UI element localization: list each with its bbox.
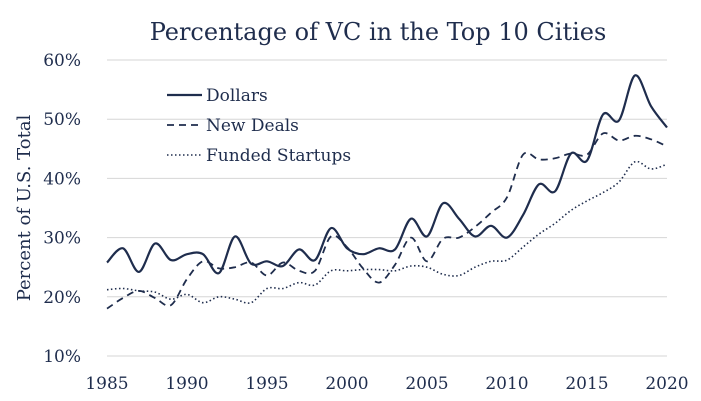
x-tick-label: 2000 — [325, 374, 368, 394]
x-tick-label: 2020 — [645, 374, 688, 394]
legend-label-funded-startups: Funded Startups — [206, 146, 351, 166]
x-tick-label: 2010 — [485, 374, 528, 394]
legend-label-new-deals: New Deals — [206, 116, 299, 136]
x-tick-label: 2015 — [565, 374, 608, 394]
series-line-new-deals — [106, 132, 668, 310]
y-tick-label: 10% — [43, 347, 81, 367]
series-lines — [106, 74, 668, 310]
y-axis-label: Percent of U.S. Total — [14, 114, 35, 301]
legend-label-dollars: Dollars — [206, 86, 268, 106]
y-tick-label: 40% — [43, 169, 81, 189]
legend: Dollars New Deals Funded Startups — [167, 86, 351, 166]
x-tick-labels: 1985 1990 1995 2000 2005 2010 2015 2020 — [85, 374, 688, 394]
y-tick-label: 20% — [43, 288, 81, 308]
gridlines — [107, 59, 667, 357]
x-tick-label: 1990 — [165, 374, 208, 394]
series-line-dollars — [106, 74, 668, 275]
y-tick-label: 60% — [43, 51, 81, 71]
y-tick-label: 50% — [43, 110, 81, 130]
y-tick-label: 30% — [43, 229, 81, 249]
chart-title: Percentage of VC in the Top 10 Cities — [150, 18, 607, 46]
x-tick-label: 2005 — [405, 374, 448, 394]
x-tick-label: 1995 — [245, 374, 288, 394]
series-line-funded-startups — [106, 160, 668, 304]
x-tick-label: 1985 — [85, 374, 128, 394]
y-tick-labels: 10% 20% 30% 40% 50% 60% — [43, 51, 81, 367]
